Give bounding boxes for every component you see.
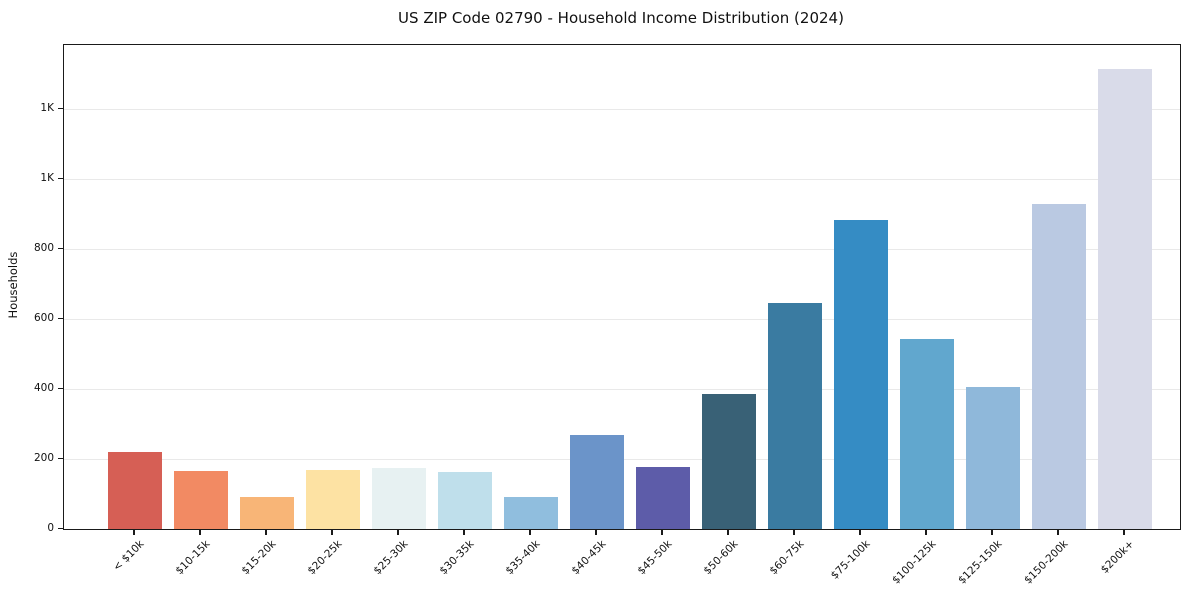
- x-tick-label: < $10k: [110, 538, 147, 574]
- y-tick-label: 600: [33, 312, 54, 325]
- bar-$40-45k: [570, 435, 624, 529]
- x-tick-mark: [727, 529, 729, 535]
- y-tick-mark: [58, 388, 63, 390]
- y-tick-label: 1K: [40, 172, 54, 185]
- gridline: [64, 108, 1180, 110]
- x-tick-mark: [793, 529, 795, 535]
- x-tick-mark: [595, 529, 597, 535]
- bar-$100-125k: [900, 338, 954, 529]
- x-tick-mark: [925, 529, 927, 535]
- x-tick-mark: [331, 529, 333, 535]
- x-tick-mark: [463, 529, 465, 535]
- gridline: [64, 318, 1180, 320]
- chart-title: US ZIP Code 02790 - Household Income Dis…: [398, 9, 844, 27]
- bar-$45-50k: [636, 466, 690, 529]
- y-tick-label: 400: [33, 382, 54, 394]
- plot-area: [63, 44, 1181, 530]
- y-tick-label: 1K: [40, 102, 54, 115]
- y-tick-mark: [58, 458, 63, 460]
- gridline: [64, 178, 1180, 180]
- bar-$75-100k: [834, 219, 888, 529]
- x-tick-mark: [529, 529, 531, 535]
- x-tick-mark: [199, 529, 201, 535]
- x-tick-mark: [991, 529, 993, 535]
- bar-$50-60k: [702, 394, 756, 529]
- bar-$20-25k: [306, 470, 360, 529]
- bar-$35-40k: [504, 496, 558, 529]
- x-tick-mark: [265, 529, 267, 535]
- y-tick-label: 800: [33, 242, 54, 255]
- x-tick-mark: [397, 529, 399, 535]
- y-tick-mark: [58, 108, 63, 110]
- bar-< $10k: [108, 452, 162, 529]
- gridline: [64, 388, 1180, 390]
- bar-$10-15k: [174, 470, 228, 529]
- bar-$150-200k: [1032, 204, 1086, 529]
- y-tick-mark: [58, 248, 63, 250]
- bar-$125-150k: [966, 386, 1020, 529]
- bar-$60-75k: [768, 303, 822, 529]
- x-tick-mark: [661, 529, 663, 535]
- bar-$25-30k: [372, 468, 426, 529]
- x-tick-mark: [859, 529, 861, 535]
- bar-$200k+: [1098, 68, 1152, 529]
- bar-$15-20k: [240, 496, 294, 529]
- y-tick-mark: [58, 318, 63, 320]
- y-tick-label: 0: [47, 522, 54, 534]
- x-tick-mark: [133, 529, 135, 535]
- x-tick-mark: [1057, 529, 1059, 535]
- x-tick-mark: [1123, 529, 1125, 535]
- y-tick-label: 200: [33, 452, 54, 464]
- gridline: [64, 248, 1180, 250]
- y-tick-mark: [58, 178, 63, 180]
- y-tick-mark: [58, 528, 63, 530]
- bar-$30-35k: [438, 471, 492, 529]
